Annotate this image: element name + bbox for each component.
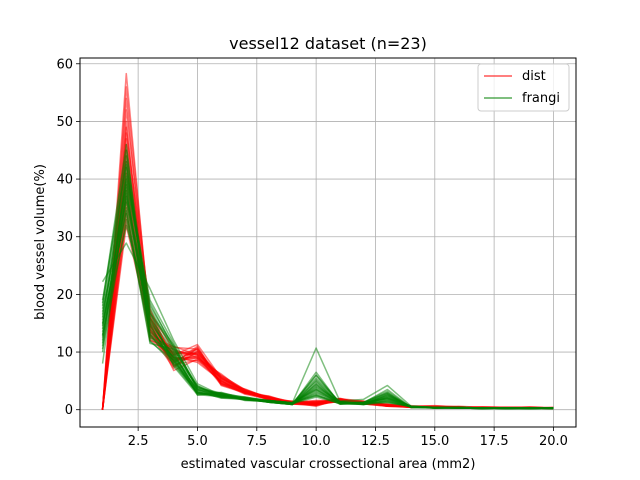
x-tick-label: 17.5: [480, 434, 509, 449]
y-axis-label: blood vessel volume(%): [33, 164, 48, 320]
x-tick-label: 20.0: [539, 434, 568, 449]
grid: [80, 58, 576, 427]
legend-label-dist: dist: [522, 69, 546, 84]
x-axis-label: estimated vascular crossectional area (m…: [181, 457, 476, 472]
y-axis-ticks: 0 10 20 30 40 50 60: [56, 57, 80, 418]
data-lines: [101, 72, 554, 410]
legend-label-frangi: frangi: [522, 91, 560, 106]
y-tick-label: 40: [56, 173, 73, 188]
frangi-line: [101, 192, 554, 410]
x-tick-label: 10.0: [302, 434, 331, 449]
series-frangi: [101, 143, 554, 410]
y-tick-label: 60: [56, 57, 73, 72]
x-axis-ticks: 2.5 5.0 7.5 10.0 12.5 15.0 17.5 20.0: [128, 427, 568, 449]
chart-title: vessel12 dataset (n=23): [229, 34, 427, 53]
x-tick-label: 15.0: [420, 434, 449, 449]
y-tick-label: 20: [56, 288, 73, 303]
y-tick-label: 0: [65, 403, 73, 418]
y-tick-label: 30: [56, 230, 73, 245]
x-tick-label: 7.5: [246, 434, 267, 449]
x-tick-label: 5.0: [187, 434, 208, 449]
y-tick-label: 50: [56, 115, 73, 130]
x-tick-label: 12.5: [361, 434, 390, 449]
plot-frame: [79, 57, 577, 428]
x-tick-label: 2.5: [128, 434, 149, 449]
y-tick-label: 10: [56, 346, 73, 361]
legend: dist frangi: [477, 63, 570, 112]
